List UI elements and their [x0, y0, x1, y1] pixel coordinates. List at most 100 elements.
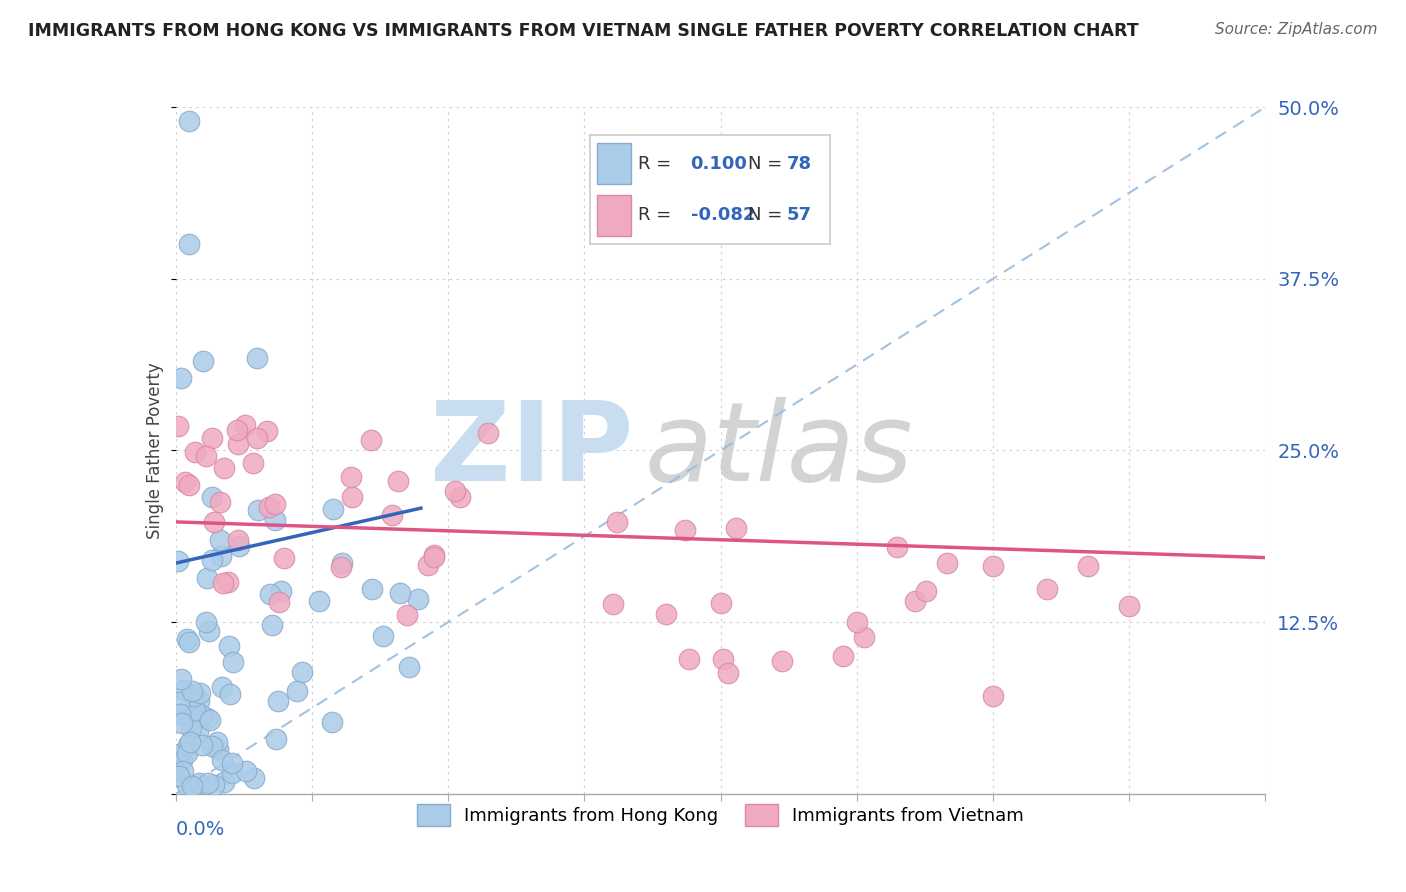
- Point: [1118, 599, 1140, 613]
- Point: [655, 607, 678, 622]
- Point: [167, 769, 190, 783]
- Point: [360, 582, 382, 596]
- Point: [388, 586, 411, 600]
- Point: [173, 475, 195, 490]
- Point: [221, 765, 243, 780]
- Point: [188, 775, 211, 789]
- Text: ZIP: ZIP: [430, 397, 633, 504]
- Point: [191, 354, 214, 368]
- Point: [209, 549, 232, 563]
- Point: [179, 237, 201, 252]
- Legend: Immigrants from Hong Kong, Immigrants from Vietnam: Immigrants from Hong Kong, Immigrants fr…: [411, 797, 1031, 833]
- Point: [169, 707, 191, 722]
- Point: [242, 456, 264, 470]
- Point: [246, 503, 269, 517]
- Point: [257, 500, 280, 515]
- Point: [259, 587, 281, 601]
- Point: [197, 776, 219, 790]
- Point: [197, 624, 219, 638]
- Point: [201, 739, 224, 754]
- Point: [724, 521, 747, 535]
- Point: [172, 706, 194, 721]
- Point: [226, 533, 249, 547]
- Point: [371, 629, 394, 643]
- Point: [222, 655, 245, 669]
- Point: [198, 713, 221, 727]
- Point: [1036, 582, 1059, 596]
- Point: [245, 431, 267, 445]
- Point: [416, 558, 439, 573]
- Point: [477, 426, 499, 441]
- Point: [177, 635, 200, 649]
- Point: [915, 584, 938, 599]
- Point: [710, 596, 733, 610]
- Point: [211, 753, 233, 767]
- Point: [267, 694, 290, 708]
- Point: [184, 703, 207, 717]
- Point: [260, 618, 283, 632]
- Point: [602, 598, 624, 612]
- Point: [208, 495, 231, 509]
- Point: [181, 684, 204, 698]
- Point: [264, 513, 287, 527]
- Point: [200, 490, 222, 504]
- Point: [673, 523, 696, 537]
- Point: [167, 695, 190, 709]
- Point: [188, 686, 211, 700]
- Point: [423, 548, 446, 562]
- Point: [270, 584, 292, 599]
- Point: [246, 351, 269, 365]
- Point: [170, 672, 193, 686]
- Point: [717, 665, 740, 680]
- Point: [212, 774, 235, 789]
- Point: [176, 632, 198, 646]
- Point: [606, 515, 628, 529]
- Point: [330, 556, 353, 570]
- Point: [269, 595, 291, 609]
- Point: [177, 738, 200, 752]
- Point: [886, 541, 908, 555]
- Point: [321, 714, 343, 729]
- Point: [211, 680, 233, 694]
- Point: [167, 747, 190, 761]
- Point: [201, 431, 224, 445]
- Text: Source: ZipAtlas.com: Source: ZipAtlas.com: [1215, 22, 1378, 37]
- Point: [167, 756, 190, 770]
- Point: [770, 654, 793, 668]
- Point: [339, 470, 361, 484]
- Point: [167, 767, 190, 781]
- Point: [167, 419, 190, 434]
- Point: [285, 683, 308, 698]
- Point: [201, 552, 224, 566]
- Point: [219, 687, 242, 701]
- Point: [221, 756, 243, 770]
- Point: [678, 652, 700, 666]
- Point: [194, 615, 217, 629]
- Point: [387, 474, 409, 488]
- Point: [263, 498, 285, 512]
- Point: [179, 113, 201, 128]
- Point: [194, 449, 217, 463]
- Point: [195, 711, 218, 725]
- Point: [218, 640, 240, 654]
- Point: [188, 694, 211, 708]
- Point: [170, 371, 193, 385]
- Point: [853, 631, 876, 645]
- Point: [340, 490, 363, 504]
- Point: [935, 556, 957, 570]
- Point: [981, 558, 1004, 573]
- Text: IMMIGRANTS FROM HONG KONG VS IMMIGRANTS FROM VIETNAM SINGLE FATHER POVERTY CORRE: IMMIGRANTS FROM HONG KONG VS IMMIGRANTS …: [28, 22, 1139, 40]
- Point: [167, 553, 190, 567]
- Point: [264, 732, 287, 747]
- Point: [832, 649, 855, 664]
- Point: [233, 417, 256, 432]
- Point: [981, 690, 1004, 704]
- Point: [202, 778, 225, 792]
- Point: [173, 683, 195, 698]
- Point: [235, 764, 257, 778]
- Point: [225, 423, 247, 437]
- Point: [228, 539, 250, 553]
- Point: [190, 738, 212, 752]
- Point: [381, 508, 404, 523]
- Point: [395, 607, 418, 622]
